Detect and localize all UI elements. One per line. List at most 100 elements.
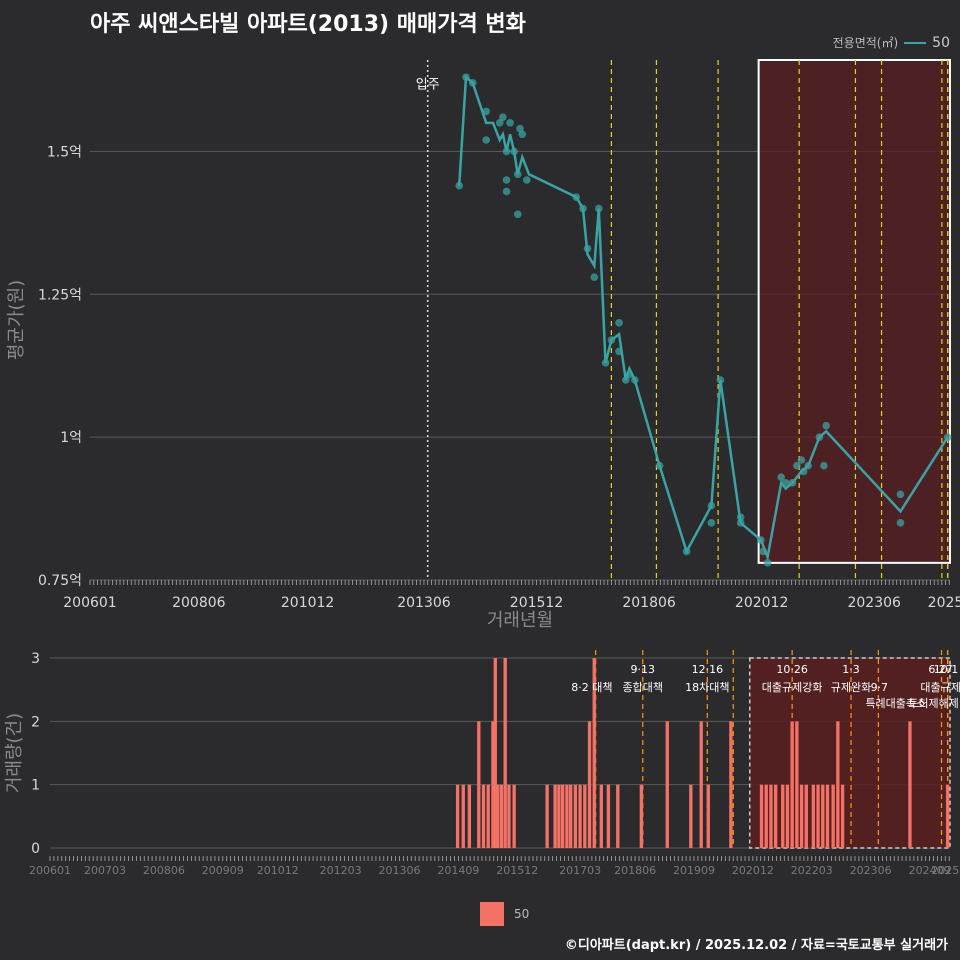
volume-bar — [491, 721, 495, 848]
x-tick-label: 201012 — [281, 595, 334, 611]
data-point — [943, 433, 952, 441]
x-tick-label: 200909 — [202, 864, 244, 877]
x-tick-label: 200601 — [63, 595, 116, 611]
data-point — [716, 376, 725, 384]
data-point — [482, 136, 491, 144]
x-tick-label: 201512 — [496, 864, 538, 877]
volume-bar — [561, 784, 565, 848]
data-point — [502, 187, 511, 196]
volume-bar — [499, 784, 504, 848]
x-tick-label: 201703 — [559, 864, 601, 877]
data-point — [572, 193, 581, 201]
volume-bar — [804, 784, 808, 848]
source-credit: ©디아파트(dapt.kr) / 2025.12.02 / 자료=국토교통부 실… — [564, 938, 948, 953]
volume-bar — [503, 658, 507, 848]
data-point — [513, 210, 522, 219]
data-point — [594, 204, 603, 213]
x-tick-label: 2025 — [931, 864, 959, 877]
move-in-label: 입주 — [416, 78, 440, 93]
x-tick-label: 201512 — [510, 595, 563, 611]
policy-label-name: 특례대출축소 — [865, 697, 926, 710]
volume-bar — [769, 784, 773, 848]
policy-label-name: 대출규제 — [920, 681, 960, 694]
data-point — [622, 376, 630, 384]
data-point — [777, 473, 785, 481]
volume-bar — [840, 784, 845, 848]
data-point — [495, 119, 504, 127]
x-tick-label: 202409 — [909, 864, 951, 877]
policy-label-date: 9·13 — [631, 663, 656, 676]
volume-bar-chart: 0 1 2 3 8·2 대책 9·13 종합대책 12·16 18차대책 10·26 대출규제강화 1… — [4, 650, 960, 877]
volume-bar — [569, 784, 573, 848]
legend-line-swatch — [904, 41, 927, 44]
data-point — [707, 501, 716, 510]
volume-bar — [781, 784, 785, 848]
data-point — [793, 461, 801, 470]
data-point — [757, 536, 765, 544]
volume-bar — [689, 784, 693, 848]
x-tick-label: 201806 — [622, 595, 676, 611]
line-legend: 전용면적(㎡) 50 — [833, 34, 950, 51]
x-tick-label: 200806 — [172, 595, 226, 611]
highlight-region — [757, 59, 951, 564]
volume-bar — [493, 658, 497, 848]
policy-label-date: 6·27 — [928, 663, 953, 676]
x-tick-label: 202306 — [850, 864, 892, 877]
volume-bar — [665, 721, 669, 848]
volume-bar — [908, 721, 912, 848]
volume-bar — [764, 784, 768, 848]
data-point — [736, 519, 745, 527]
volume-bar — [553, 784, 557, 848]
data-point — [601, 359, 610, 367]
volume-bar — [565, 784, 569, 848]
data-point — [516, 124, 524, 133]
policy-label-name: 18차대책 — [685, 681, 729, 694]
policy-label-name: 규제완화 — [831, 681, 871, 694]
policy-label-name: 토허제해제 — [908, 696, 959, 710]
data-point — [896, 519, 905, 527]
x-tick-label: 200703 — [84, 864, 126, 877]
data-point — [607, 336, 616, 344]
volume-bar — [945, 784, 950, 848]
data-point — [759, 547, 767, 556]
volume-bar — [583, 784, 587, 848]
y-tick-label: 3 — [31, 651, 40, 667]
data-point — [815, 433, 824, 441]
volume-bar — [467, 784, 472, 848]
volume-bar — [477, 721, 481, 848]
volume-bar — [821, 784, 825, 848]
volume-bar — [706, 784, 710, 848]
y-tick-label: 1.25억 — [38, 287, 82, 303]
volume-bar — [795, 721, 799, 848]
x-tick-label: 200601 — [29, 864, 71, 877]
x-tick-label: 2025 — [928, 595, 960, 611]
data-point — [506, 119, 514, 127]
volume-bar — [461, 784, 465, 848]
volume-bar — [799, 784, 804, 848]
data-point — [522, 176, 531, 184]
y-tick-label: 0.75억 — [38, 573, 82, 589]
data-point — [682, 547, 691, 556]
volume-bar — [729, 721, 733, 848]
volume-bar — [785, 784, 790, 848]
data-point — [502, 147, 511, 156]
x-tick-label: 201409 — [437, 864, 479, 877]
policy-label-name: 9·7 — [871, 681, 889, 694]
data-point — [736, 513, 745, 521]
volume-bar — [773, 784, 778, 848]
volume-bar — [592, 658, 596, 848]
data-point — [655, 461, 664, 470]
y-tick-label: 1 — [31, 778, 40, 794]
data-point — [468, 79, 477, 87]
volume-bar — [616, 784, 620, 848]
policy-label-name: 8·2 대책 — [571, 681, 612, 694]
volume-bar — [606, 784, 611, 848]
volume-bar — [481, 784, 486, 848]
volume-bar — [545, 784, 549, 848]
policy-label-name: 종합대책 — [623, 681, 663, 694]
page-title: 아주 씨앤스타빌 아파트(2013) 매매가격 변화 — [90, 12, 526, 37]
volume-bar — [557, 784, 561, 848]
x-tick-label: 201806 — [614, 864, 656, 877]
data-point — [590, 273, 599, 281]
